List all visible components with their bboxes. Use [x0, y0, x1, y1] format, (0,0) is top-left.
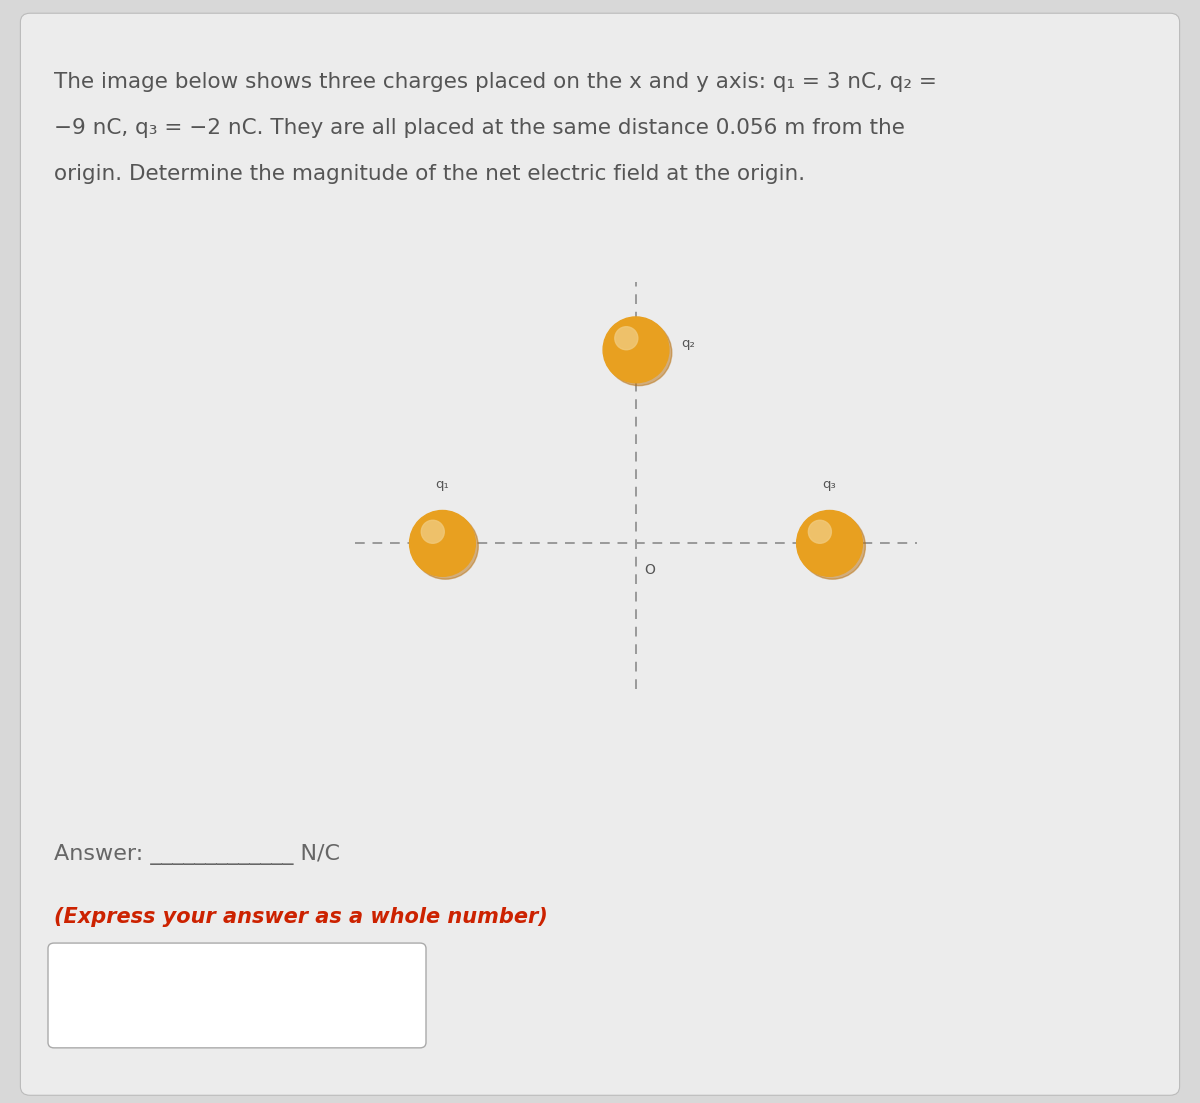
Circle shape: [797, 511, 863, 576]
Text: O: O: [644, 563, 655, 577]
Text: origin. Determine the magnitude of the net electric field at the origin.: origin. Determine the magnitude of the n…: [54, 164, 805, 184]
Circle shape: [415, 514, 458, 557]
Circle shape: [809, 521, 832, 544]
Circle shape: [803, 514, 845, 557]
Text: The image below shows three charges placed on the x and y axis: q₁ = 3 nC, q₂ =: The image below shows three charges plac…: [54, 72, 937, 92]
Circle shape: [608, 321, 652, 364]
Circle shape: [421, 521, 444, 544]
Circle shape: [606, 320, 672, 386]
Circle shape: [604, 317, 668, 383]
Text: q₂: q₂: [682, 336, 695, 350]
Circle shape: [413, 513, 479, 579]
Text: q₁: q₁: [436, 478, 449, 491]
Text: Answer: _____________ N/C: Answer: _____________ N/C: [54, 844, 340, 865]
Circle shape: [409, 511, 475, 576]
Text: q₃: q₃: [823, 478, 836, 491]
FancyBboxPatch shape: [48, 943, 426, 1048]
Text: −9 nC, q₃ = −2 nC. They are all placed at the same distance 0.056 m from the: −9 nC, q₃ = −2 nC. They are all placed a…: [54, 118, 905, 138]
Text: (Express your answer as a whole number): (Express your answer as a whole number): [54, 907, 547, 927]
Circle shape: [799, 513, 865, 579]
FancyBboxPatch shape: [20, 13, 1180, 1095]
Circle shape: [614, 326, 638, 350]
